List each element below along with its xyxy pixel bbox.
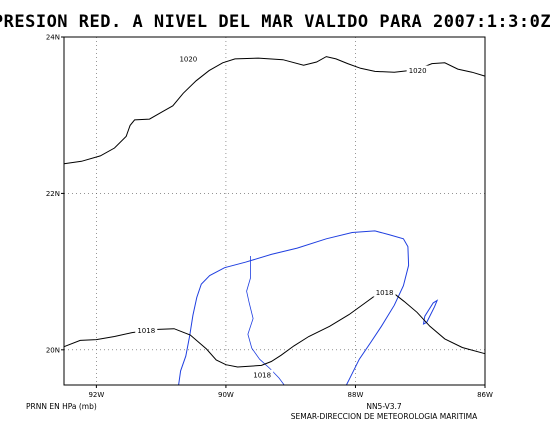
isobar-label: 1020 bbox=[409, 67, 427, 75]
lon-tick-label: 88W bbox=[348, 391, 364, 399]
model-version-label: NN5-V3.7 bbox=[366, 402, 402, 411]
map-title: PRESION RED. A NIVEL DEL MAR VALIDO PARA… bbox=[0, 12, 550, 32]
lon-tick-label: 90W bbox=[218, 391, 234, 399]
lat-tick-label: 24N bbox=[46, 34, 60, 42]
units-label: PRNN EN HPa (mb) bbox=[26, 402, 97, 411]
isobar-label-background bbox=[251, 369, 274, 379]
isobar-label: 1020 bbox=[179, 55, 197, 63]
coastline-layer bbox=[178, 230, 439, 386]
axis-ticks: 92W 90W 88W 86W 24N 22N 20N bbox=[46, 34, 493, 400]
isobar-label-background bbox=[373, 287, 396, 297]
cozumel-island-coastline bbox=[422, 299, 439, 325]
isobar-label: 1018 bbox=[376, 289, 394, 297]
yucatan-coastline bbox=[178, 230, 410, 386]
lon-tick-label: 92W bbox=[88, 391, 104, 399]
isobar-1018-line bbox=[63, 290, 486, 368]
isobar-layer: 1020 1020 1018 1018 1018 bbox=[63, 53, 486, 379]
lat-tick-label: 22N bbox=[46, 190, 60, 198]
isobar-label: 1018 bbox=[137, 327, 155, 335]
graticule bbox=[64, 37, 485, 385]
map-frame bbox=[63, 36, 486, 386]
isobar-label-background bbox=[177, 53, 200, 63]
lon-tick-label: 86W bbox=[477, 391, 493, 399]
isobar-label-background bbox=[135, 325, 158, 335]
isobar-label-background bbox=[406, 65, 429, 75]
agency-label: SEMAR-DIRECCION DE METEOROLOGIA MARITIMA bbox=[291, 412, 478, 421]
isobar-label: 1018 bbox=[253, 371, 271, 379]
lat-tick-label: 20N bbox=[46, 346, 60, 354]
